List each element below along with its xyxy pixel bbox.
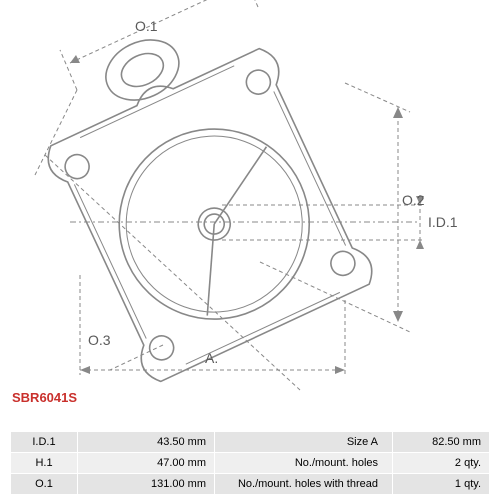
diagram-svg xyxy=(0,0,500,395)
cell-value: 131.00 mm xyxy=(78,474,215,495)
cell-label: No./mount. holes xyxy=(215,453,393,474)
cell-value: 82.50 mm xyxy=(393,432,490,453)
dim-label-id1: I.D.1 xyxy=(428,214,458,230)
cell-value: 2 qty. xyxy=(393,453,490,474)
cell-label: O.1 xyxy=(11,474,78,495)
cell-value: 47.00 mm xyxy=(78,453,215,474)
cell-value: 43.50 mm xyxy=(78,432,215,453)
cell-label: No./mount. holes with thread xyxy=(215,474,393,495)
cell-value: 1 qty. xyxy=(393,474,490,495)
table-row: I.D.1 43.50 mm Size A 82.50 mm xyxy=(11,432,490,453)
part-number: SBR6041S xyxy=(12,390,77,405)
dim-label-a: A. xyxy=(205,350,218,366)
cell-label: I.D.1 xyxy=(11,432,78,453)
dim-label-o1: O.1 xyxy=(135,18,158,34)
technical-drawing: O.1 O.2 I.D.1 O.3 A. xyxy=(0,0,500,395)
spec-table-inner: I.D.1 43.50 mm Size A 82.50 mm H.1 47.00… xyxy=(10,431,490,495)
cell-label: H.1 xyxy=(11,453,78,474)
cell-label: Size A xyxy=(215,432,393,453)
table-row: H.1 47.00 mm No./mount. holes 2 qty. xyxy=(11,453,490,474)
table-row: O.1 131.00 mm No./mount. holes with thre… xyxy=(11,474,490,495)
dim-label-o3: O.3 xyxy=(88,332,111,348)
spec-table: I.D.1 43.50 mm Size A 82.50 mm H.1 47.00… xyxy=(10,431,490,495)
dim-label-o2: O.2 xyxy=(402,192,425,208)
